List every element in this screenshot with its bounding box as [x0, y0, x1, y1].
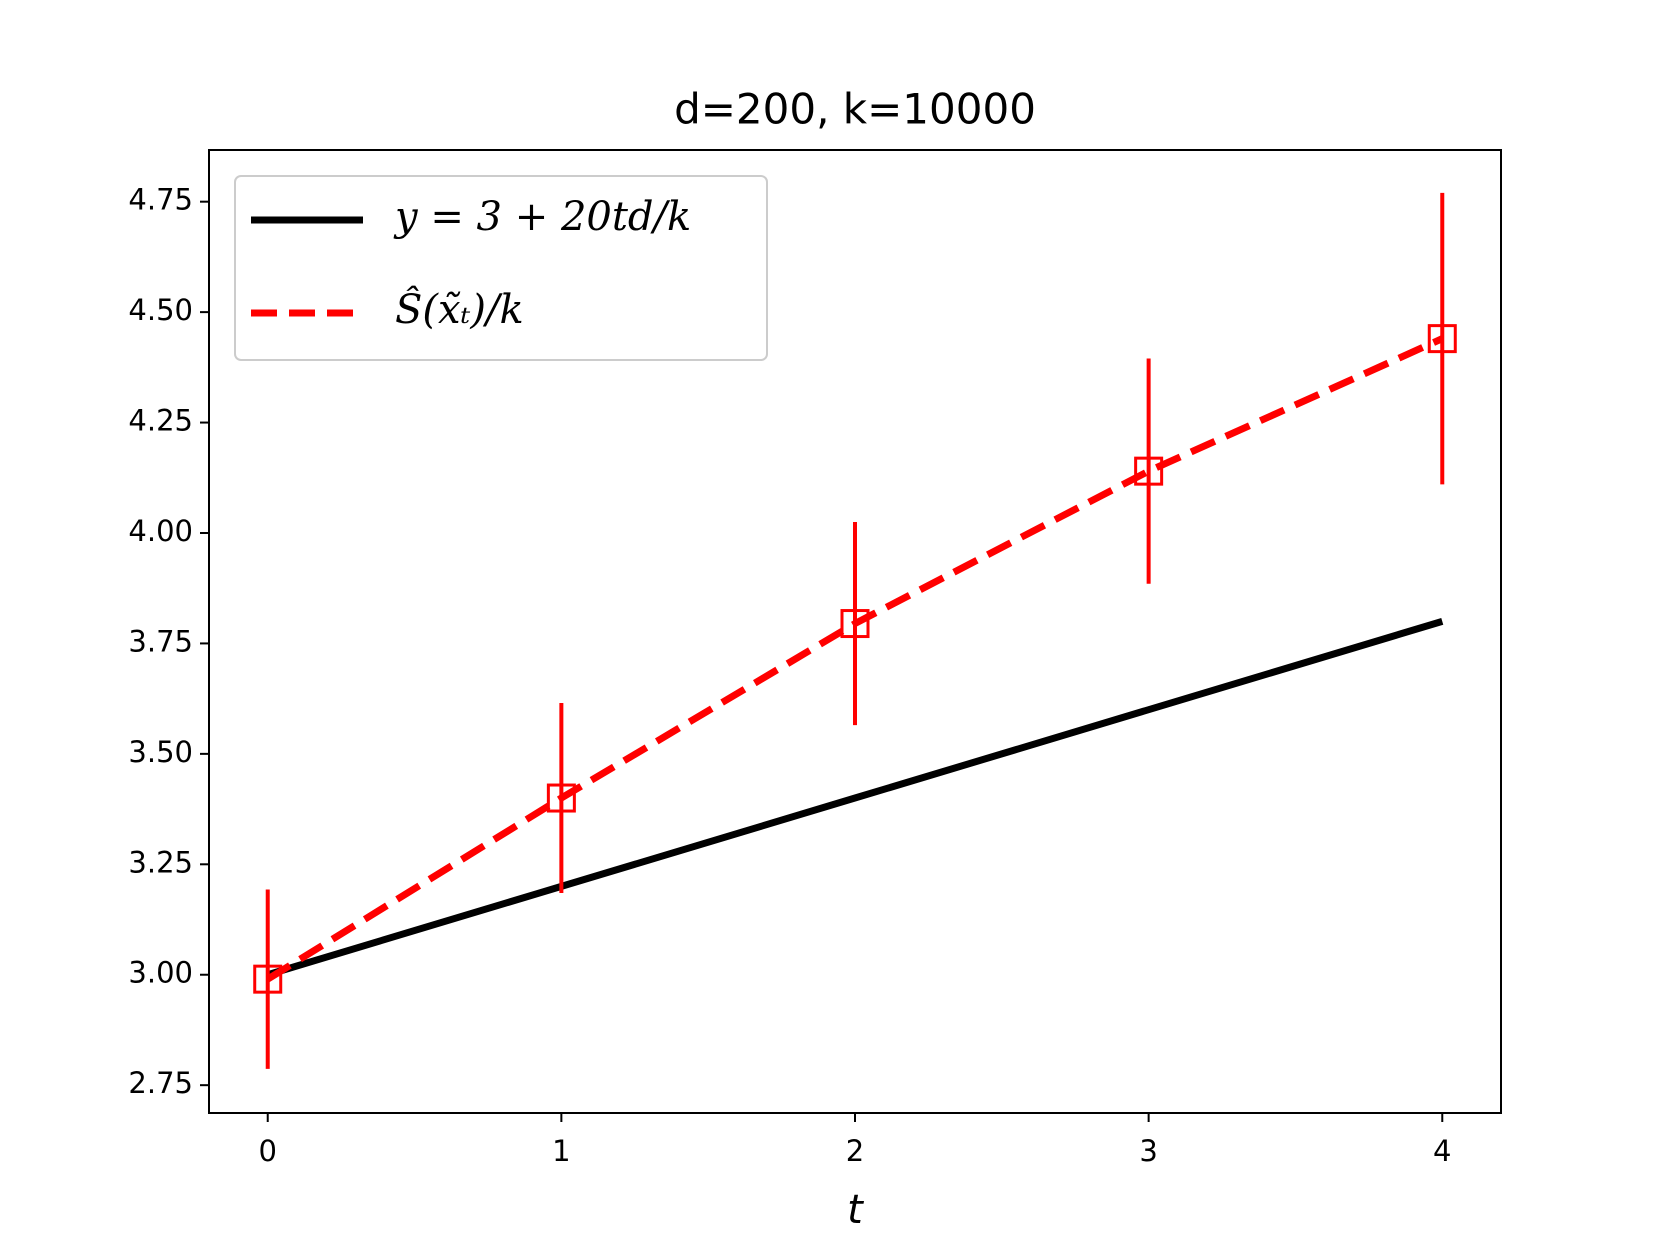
legend-box — [234, 175, 768, 361]
x-tick-label: 3 — [1139, 1134, 1157, 1168]
x-tick-label: 4 — [1433, 1134, 1451, 1168]
marker — [840, 609, 870, 639]
marker — [253, 964, 283, 994]
y-tick-label: 4.50 — [128, 293, 193, 327]
series-line — [266, 617, 1444, 979]
y-tick-label: 3.00 — [128, 956, 193, 990]
x-tick-label: 0 — [259, 1134, 277, 1168]
y-tick-label: 4.00 — [128, 514, 193, 548]
y-tick-label: 2.75 — [128, 1066, 193, 1100]
marker — [1134, 456, 1164, 486]
y-tick-label: 4.75 — [128, 183, 193, 217]
plot-frame — [208, 149, 1502, 1114]
y-tick-label: 4.25 — [128, 404, 193, 438]
marker — [546, 783, 576, 813]
y-tick-label: 3.75 — [128, 624, 193, 658]
y-tick-label: 3.50 — [128, 735, 193, 769]
legend-label: Ŝ(x̃ₜ)/k — [395, 286, 524, 333]
legend-label: y = 3 + 20td/k — [393, 194, 691, 240]
x-tick-label: 1 — [552, 1134, 570, 1168]
y-tick-label: 3.25 — [128, 845, 193, 879]
x-axis-label: t — [847, 1187, 864, 1233]
x-tick-label: 2 — [846, 1134, 864, 1168]
marker — [1427, 324, 1457, 354]
chart-title: d=200, k=10000 — [674, 85, 1036, 134]
